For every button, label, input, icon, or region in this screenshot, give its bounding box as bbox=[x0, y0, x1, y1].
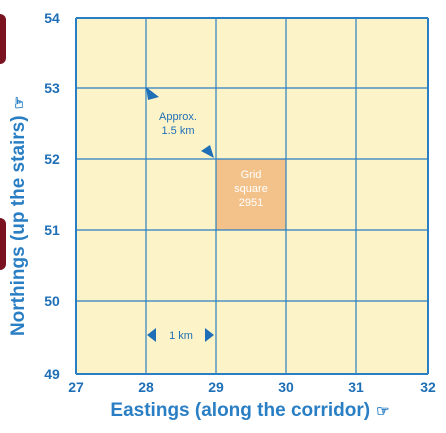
x-tick-label: 32 bbox=[420, 379, 436, 395]
scale-right-arrow-icon bbox=[205, 328, 214, 342]
x-axis-title-text: Eastings (along the corridor) bbox=[110, 400, 371, 421]
grid-square-highlight bbox=[216, 159, 286, 230]
grid-square-label-line3: 2951 bbox=[239, 197, 263, 209]
pointing-hand-icon: ☞ bbox=[376, 403, 390, 420]
approx-label-line2: 1.5 km bbox=[161, 125, 194, 137]
pointing-hand-icon: ☞ bbox=[11, 95, 29, 110]
y-axis-title-text: Northings (up the stairs) bbox=[8, 115, 30, 337]
edge-marker-top bbox=[0, 14, 6, 64]
grid-square-label-line2: square bbox=[234, 183, 268, 195]
scale-label: 1 km bbox=[169, 330, 193, 342]
y-tick-label: 50 bbox=[44, 293, 60, 309]
edge-marker-middle bbox=[0, 218, 6, 270]
y-tick-label: 51 bbox=[44, 222, 60, 238]
y-axis-title: Northings (up the stairs) ☞ bbox=[5, 58, 33, 374]
x-tick-label: 29 bbox=[208, 379, 224, 395]
x-tick-label: 31 bbox=[348, 379, 364, 395]
y-tick-label: 53 bbox=[44, 80, 60, 96]
approx-start-arrow-icon bbox=[146, 87, 159, 100]
y-tick-label: 54 bbox=[44, 10, 60, 26]
x-axis-title: Eastings (along the corridor) ☞ bbox=[60, 398, 440, 424]
y-tick-labels: 49 50 51 52 53 54 bbox=[44, 10, 60, 382]
grid-square-label-line1: Grid bbox=[241, 169, 262, 181]
x-tick-labels: 27 28 29 30 31 32 bbox=[68, 379, 436, 395]
x-tick-label: 30 bbox=[278, 379, 294, 395]
y-tick-label: 52 bbox=[44, 151, 60, 167]
x-tick-label: 27 bbox=[68, 379, 84, 395]
grid-lines bbox=[75, 17, 429, 375]
approx-label-line1: Approx. bbox=[159, 111, 197, 123]
y-tick-label: 49 bbox=[44, 366, 60, 382]
x-tick-label: 28 bbox=[138, 379, 154, 395]
approx-end-arrow-icon bbox=[201, 145, 214, 158]
scale-left-arrow-icon bbox=[147, 328, 156, 342]
